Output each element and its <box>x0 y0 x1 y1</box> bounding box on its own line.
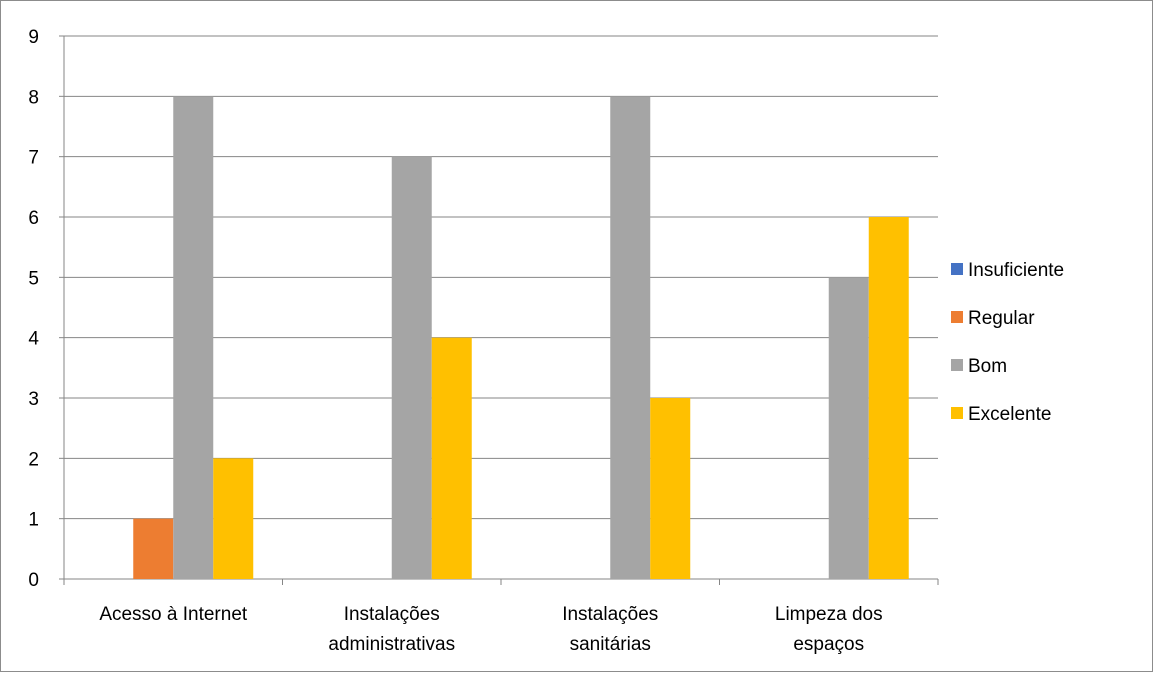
legend-label: Excelente <box>968 404 1051 425</box>
x-category-label: espaços <box>793 634 864 655</box>
y-tick-label: 9 <box>28 27 39 48</box>
x-category-label: Limpeza dos <box>775 604 883 625</box>
y-tick-label: 2 <box>28 449 39 470</box>
bar-regular <box>133 518 174 579</box>
x-category-label: sanitárias <box>570 634 651 655</box>
bar-excelente <box>868 217 909 579</box>
bar-excelente <box>650 398 691 579</box>
legend-swatch-excelente <box>951 407 963 419</box>
x-category-label: Acesso à Internet <box>99 604 248 625</box>
y-tick-label: 0 <box>28 570 39 591</box>
bar-bom <box>391 156 432 579</box>
y-tick-label: 1 <box>28 510 39 531</box>
bar-excelente <box>431 337 472 579</box>
y-tick-label: 4 <box>28 329 39 350</box>
bar-bom <box>610 96 651 579</box>
y-tick-label: 7 <box>28 148 39 169</box>
y-tick-label: 8 <box>28 87 39 108</box>
x-category-label: Instalações <box>562 604 658 625</box>
bar-bom <box>828 277 869 579</box>
legend-swatch-insuficiente <box>951 263 963 275</box>
x-category-label: administrativas <box>328 634 455 655</box>
x-category-label: Instalações <box>344 604 440 625</box>
legend-label: Bom <box>968 356 1007 377</box>
y-tick-label: 6 <box>28 208 39 229</box>
bar-excelente <box>213 458 254 579</box>
y-tick-label: 5 <box>28 268 39 289</box>
y-tick-label: 3 <box>28 389 39 410</box>
legend-swatch-bom <box>951 359 963 371</box>
legend-swatch-regular <box>951 311 963 323</box>
legend-label: Insuficiente <box>968 260 1064 281</box>
legend-label: Regular <box>968 308 1035 329</box>
bar-bom <box>173 96 214 579</box>
